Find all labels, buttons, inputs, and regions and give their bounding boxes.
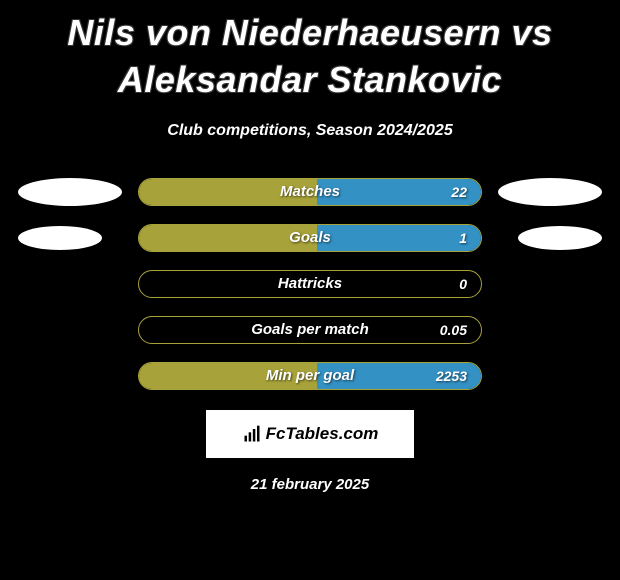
stat-bar: Goals per match0.05 — [138, 316, 482, 344]
value-dot-right — [518, 226, 602, 250]
stat-label: Min per goal — [139, 363, 481, 389]
stat-row: Goals1 — [10, 224, 610, 252]
stat-value-right: 0 — [459, 271, 467, 297]
page-title: Nils von Niederhaeusern vs Aleksandar St… — [0, 0, 620, 104]
stat-row: Min per goal2253 — [10, 362, 610, 390]
stat-value-right: 1 — [459, 225, 467, 251]
stat-value-right: 2253 — [436, 363, 467, 389]
value-dot-right — [498, 178, 602, 206]
bar-chart-icon — [242, 424, 262, 444]
stat-label: Goals — [139, 225, 481, 251]
stat-bar: Min per goal2253 — [138, 362, 482, 390]
stat-bar: Hattricks0 — [138, 270, 482, 298]
stat-value-right: 0.05 — [440, 317, 467, 343]
stat-bar: Matches22 — [138, 178, 482, 206]
subtitle: Club competitions, Season 2024/2025 — [0, 122, 620, 140]
stat-label: Matches — [139, 179, 481, 205]
stat-label: Goals per match — [139, 317, 481, 343]
date-label: 21 february 2025 — [0, 476, 620, 493]
stat-row: Goals per match0.05 — [10, 316, 610, 344]
logo-text: FcTables.com — [266, 424, 379, 444]
stat-row: Matches22 — [10, 178, 610, 206]
stat-label: Hattricks — [139, 271, 481, 297]
stat-row: Hattricks0 — [10, 270, 610, 298]
stat-value-right: 22 — [451, 179, 467, 205]
value-dot-left — [18, 178, 122, 206]
stats-container: Matches22 Goals1 Hattricks0 Goals per match… — [0, 178, 620, 390]
logo-box[interactable]: FcTables.com — [206, 410, 414, 458]
value-dot-left — [18, 226, 102, 250]
stat-bar: Goals1 — [138, 224, 482, 252]
